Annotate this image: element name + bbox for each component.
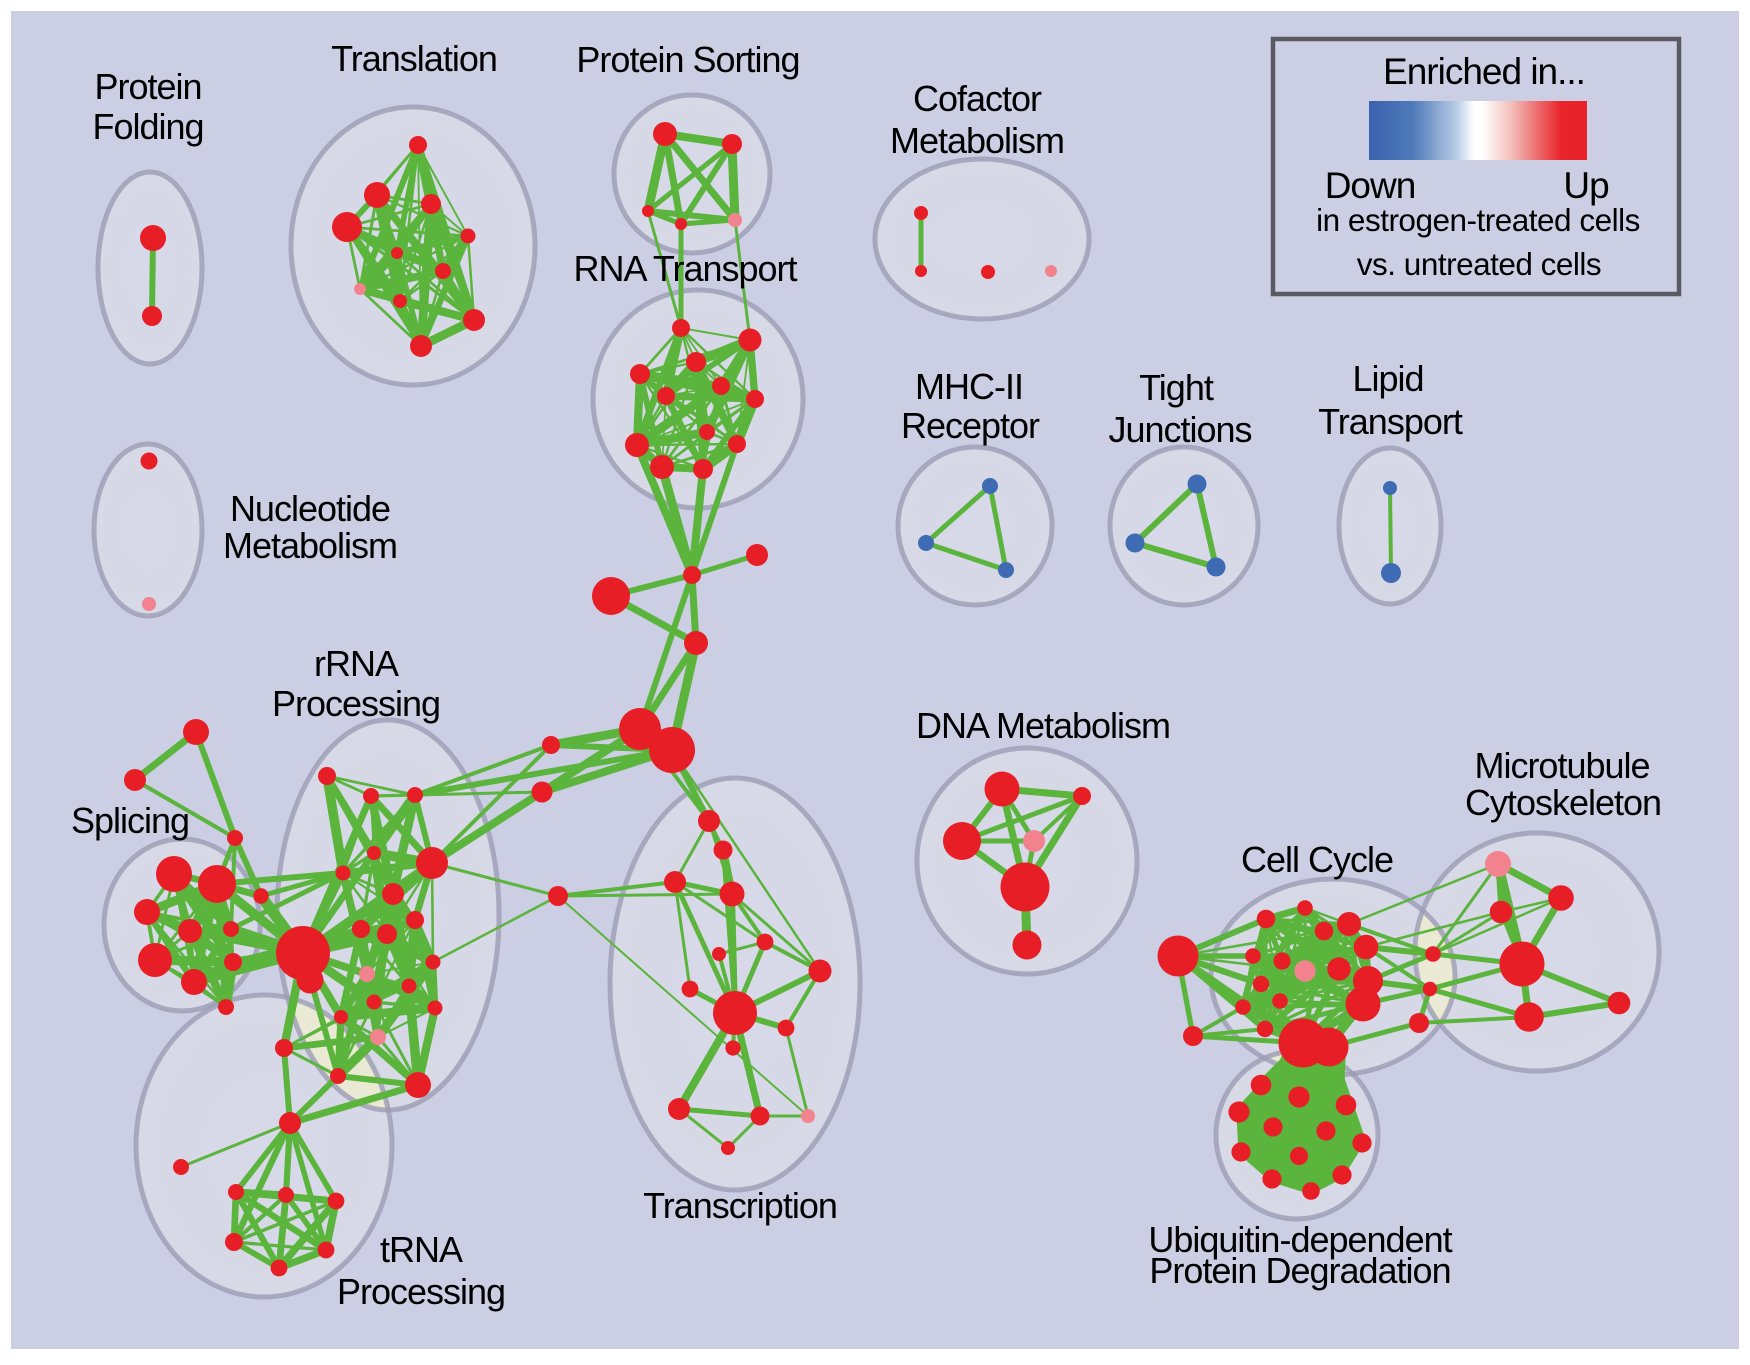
svg-text:Receptor: Receptor — [901, 405, 1040, 446]
svg-text:Down: Down — [1325, 165, 1416, 206]
svg-text:Transcription: Transcription — [643, 1185, 837, 1226]
svg-text:Transport: Transport — [1318, 401, 1463, 442]
svg-text:Translation: Translation — [331, 38, 497, 79]
svg-text:DNA Metabolism: DNA Metabolism — [916, 705, 1170, 746]
svg-text:Tight: Tight — [1139, 367, 1214, 408]
svg-text:Enriched in...: Enriched in... — [1383, 51, 1585, 92]
svg-text:Metabolism: Metabolism — [890, 120, 1064, 161]
svg-text:Up: Up — [1563, 165, 1609, 206]
svg-text:in estrogen-treated cells: in estrogen-treated cells — [1316, 202, 1640, 238]
svg-text:Ubiquitin-dependent: Ubiquitin-dependent — [1148, 1219, 1452, 1260]
svg-text:RNA Transport: RNA Transport — [573, 248, 797, 289]
svg-text:Folding: Folding — [92, 106, 203, 147]
svg-text:Protein: Protein — [94, 66, 201, 107]
svg-text:tRNA: tRNA — [380, 1229, 463, 1270]
svg-text:Cell Cycle: Cell Cycle — [1241, 839, 1393, 880]
svg-text:Metabolism: Metabolism — [223, 525, 397, 566]
svg-text:rRNA: rRNA — [314, 643, 399, 684]
svg-text:vs. untreated cells: vs. untreated cells — [1357, 246, 1601, 282]
svg-text:Cytoskeleton: Cytoskeleton — [1465, 782, 1661, 823]
svg-text:MHC-II: MHC-II — [915, 366, 1023, 407]
svg-text:Splicing: Splicing — [71, 800, 189, 841]
svg-text:Protein Degradation: Protein Degradation — [1149, 1250, 1450, 1291]
svg-text:Junctions: Junctions — [1108, 409, 1251, 450]
svg-text:Protein Sorting: Protein Sorting — [576, 39, 799, 80]
svg-text:Lipid: Lipid — [1352, 358, 1423, 399]
svg-text:Processing: Processing — [272, 683, 440, 724]
svg-text:Microtubule: Microtubule — [1474, 745, 1649, 786]
svg-text:Nucleotide: Nucleotide — [230, 488, 390, 529]
svg-text:Cofactor: Cofactor — [913, 78, 1042, 119]
svg-text:Processing: Processing — [337, 1271, 505, 1312]
